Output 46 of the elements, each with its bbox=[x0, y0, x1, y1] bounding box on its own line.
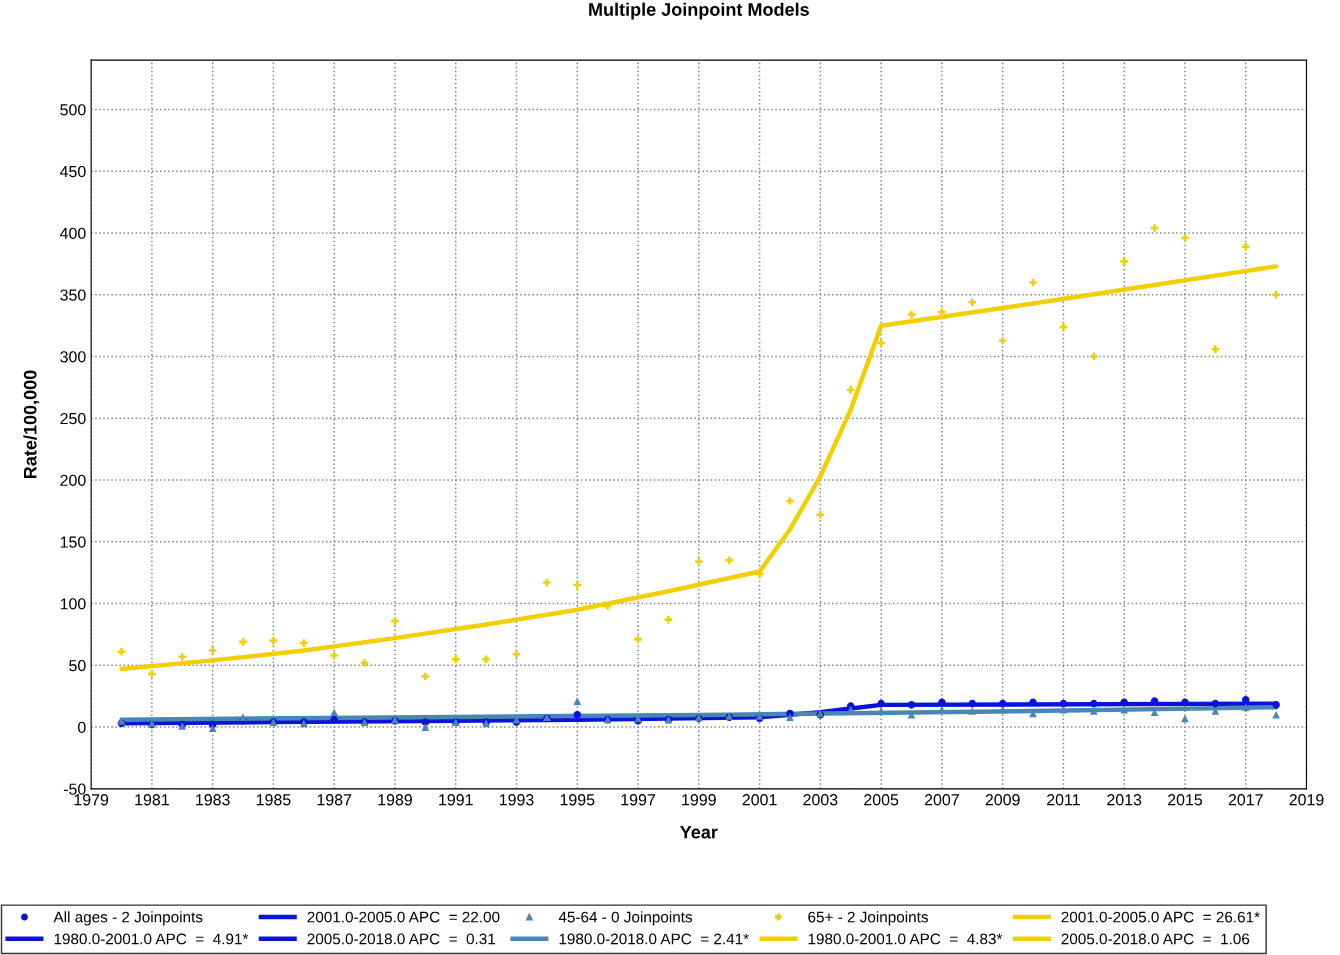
y-tick-label: 500 bbox=[60, 104, 86, 116]
legend-label: 2001.0-2005.0 APC = 22.00 bbox=[307, 911, 500, 923]
legend-label: 65+ - 2 Joinpoints bbox=[808, 911, 928, 926]
x-tick-label: 1993 bbox=[499, 794, 534, 806]
x-tick-label: 2019 bbox=[1289, 794, 1324, 806]
x-tick-label: 2017 bbox=[1228, 794, 1263, 806]
x-tick-label: 2011 bbox=[1047, 794, 1080, 806]
x-tick-label: 1997 bbox=[621, 794, 656, 806]
x-tick-label: 1995 bbox=[560, 794, 595, 806]
x-tick-label: 1999 bbox=[682, 794, 716, 806]
x-tick-label: 2015 bbox=[1168, 794, 1203, 806]
chart-title: Multiple Joinpoint Models bbox=[589, 2, 809, 20]
y-tick-label: 0 bbox=[78, 721, 86, 734]
legend-label: 2005.0-2018.0 APC = 0.31 bbox=[307, 933, 496, 945]
legend-label: 45-64 - 0 Joinpoints bbox=[558, 911, 693, 926]
x-axis-title: Year bbox=[680, 825, 718, 839]
x-tick-label: 1989 bbox=[378, 794, 412, 806]
legend-label: 1980.0-2018.0 APC = 2.41* bbox=[559, 933, 749, 945]
y-axis-title: Rate/100,000 bbox=[23, 370, 40, 478]
x-tick-label: 2009 bbox=[985, 794, 1020, 806]
y-tick-label: 150 bbox=[60, 536, 86, 548]
x-tick-label: 2007 bbox=[924, 794, 959, 806]
x-tick-label: 1991 bbox=[439, 794, 473, 806]
y-tick-label: 200 bbox=[60, 474, 86, 487]
y-tick-label: 250 bbox=[60, 412, 86, 425]
y-tick-label: 400 bbox=[59, 227, 86, 240]
x-tick-label: 2013 bbox=[1107, 794, 1142, 806]
legend-label: 1980.0-2001.0 APC = 4.91* bbox=[54, 933, 249, 945]
y-tick-label: 300 bbox=[60, 351, 86, 363]
legend-label: 2005.0-2018.0 APC = 1.06 bbox=[1061, 933, 1250, 945]
y-tick-label: -50 bbox=[63, 783, 86, 795]
x-tick-label: 1985 bbox=[256, 794, 291, 806]
legend-label: 2001.0-2005.0 APC = 26.61* bbox=[1061, 911, 1260, 923]
x-tick-label: 2005 bbox=[864, 794, 899, 806]
x-tick-label: 1979 bbox=[74, 794, 109, 806]
x-tick-label: 2003 bbox=[803, 794, 838, 806]
x-tick-label: 1981 bbox=[135, 794, 169, 806]
y-tick-label: 350 bbox=[60, 289, 86, 301]
legend-label: 1980.0-2001.0 APC = 4.83* bbox=[808, 933, 1003, 945]
y-tick-label: 100 bbox=[60, 598, 86, 610]
y-tick-label: 450 bbox=[59, 165, 86, 178]
legend-label: All ages - 2 Joinpoints bbox=[53, 911, 203, 926]
x-tick-label: 2001 bbox=[742, 794, 777, 806]
x-tick-label: 1983 bbox=[196, 794, 230, 806]
x-tick-label: 1987 bbox=[317, 794, 352, 806]
y-tick-label: 50 bbox=[69, 659, 86, 672]
